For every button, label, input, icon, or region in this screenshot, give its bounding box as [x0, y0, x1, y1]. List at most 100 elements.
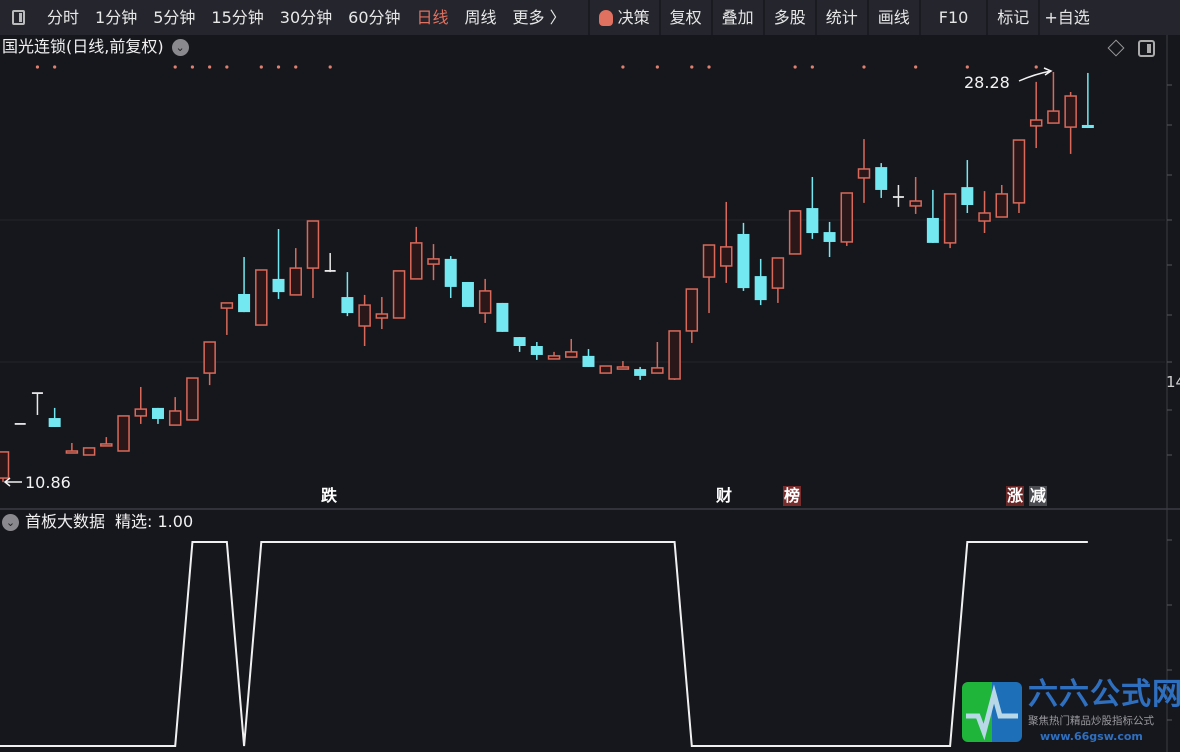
candle	[685, 288, 699, 343]
candle	[582, 349, 595, 367]
period-tab-30min[interactable]: 30分钟	[279, 7, 333, 27]
candle-body	[754, 276, 767, 301]
candle	[168, 397, 182, 426]
event-label-reduce[interactable]: 减	[1029, 486, 1048, 506]
candle	[186, 377, 199, 421]
candle-body	[82, 447, 96, 456]
candle	[203, 341, 216, 386]
period-tab-1min[interactable]: 1分钟	[95, 7, 138, 27]
f10-button[interactable]: F10	[918, 0, 987, 35]
candle-body	[565, 351, 578, 358]
add-watchlist-button[interactable]: +自选	[1038, 0, 1093, 35]
draw-line-button[interactable]: 画线	[866, 0, 919, 35]
candle-body	[358, 304, 371, 327]
candle-body	[823, 232, 836, 242]
candle-body	[341, 297, 354, 314]
signal-dot	[225, 65, 229, 69]
candle	[427, 244, 440, 281]
high-arrow	[1018, 67, 1053, 82]
candle-body	[530, 346, 543, 355]
candle	[151, 407, 164, 424]
candle	[82, 447, 96, 456]
candle-body	[547, 355, 561, 360]
candle	[857, 139, 871, 203]
candle	[444, 256, 457, 298]
candle	[392, 270, 406, 319]
statistics-button[interactable]: 统计	[814, 0, 867, 35]
candle-body	[909, 200, 922, 207]
period-tab-daily[interactable]: 日线	[416, 7, 449, 27]
signal-dot	[810, 65, 814, 69]
candle	[100, 437, 113, 447]
candle-body	[634, 369, 647, 376]
adjust-button[interactable]: 复权	[658, 0, 711, 35]
candle-body	[168, 410, 182, 426]
indicator-line	[0, 541, 1088, 747]
candle-body	[599, 365, 612, 374]
event-label-rank[interactable]: 榜	[783, 486, 802, 506]
candle	[134, 386, 148, 424]
candle-body	[961, 187, 974, 206]
candle	[461, 281, 474, 307]
candle	[324, 253, 336, 273]
sidebar-toggle-icon[interactable]	[12, 10, 25, 25]
period-tab-15min[interactable]: 15分钟	[211, 7, 264, 27]
candle-body	[478, 290, 492, 314]
candle	[702, 244, 716, 314]
period-tab-intraday[interactable]: 分时	[47, 7, 80, 27]
multi-stock-button[interactable]: 多股	[762, 0, 815, 35]
candle-body	[427, 258, 440, 265]
panel-toggle-icon[interactable]	[1138, 40, 1155, 57]
mark-button[interactable]: 标记	[986, 0, 1038, 35]
candle	[668, 330, 681, 380]
candle-body	[926, 217, 939, 243]
candle-body	[582, 355, 595, 367]
decision-button[interactable]: 决策	[587, 0, 659, 35]
stock-name: 国光连锁(日线,前复权)	[2, 37, 164, 56]
candle-body	[289, 267, 302, 296]
period-tab-more[interactable]: 更多 〉	[512, 7, 566, 27]
candle	[48, 407, 61, 427]
signal-dot	[328, 65, 332, 69]
period-tab-5min[interactable]: 5分钟	[153, 7, 196, 27]
candle-body	[1012, 139, 1026, 204]
candle	[995, 184, 1009, 218]
pulse-logo-icon	[962, 682, 1022, 742]
overlay-button[interactable]: 叠加	[710, 0, 763, 35]
candle	[1029, 81, 1043, 149]
candle-body	[513, 337, 526, 347]
candle-body	[1047, 110, 1060, 124]
candle	[788, 210, 802, 255]
signal-dot	[793, 65, 797, 69]
period-tab-60min[interactable]: 60分钟	[348, 7, 401, 27]
logo-name: 六六公式网	[1028, 677, 1180, 712]
candle	[909, 176, 922, 214]
low-arrow	[3, 477, 22, 487]
signal-dot	[621, 65, 625, 69]
candle-body	[806, 208, 819, 234]
candle	[220, 302, 234, 335]
candle	[892, 184, 904, 207]
indicator-name: 首板大数据	[25, 512, 106, 531]
candle-body	[151, 407, 164, 419]
logo-slogan: 聚焦热门精品炒股指标公式	[1028, 715, 1154, 727]
signal-dot	[690, 65, 694, 69]
chevron-down-icon[interactable]: ⌄	[171, 38, 189, 56]
candle	[358, 294, 371, 347]
indicator-header: ⌄ 首板大数据 精选: 1.00	[2, 512, 193, 532]
candle-body	[943, 193, 957, 244]
period-tab-weekly[interactable]: 周线	[464, 7, 497, 27]
candle-body	[117, 415, 130, 452]
event-label-finance[interactable]: 财	[716, 486, 733, 505]
candle-body	[685, 288, 699, 332]
candle	[634, 366, 647, 380]
chevron-down-icon[interactable]: ⌄	[2, 513, 19, 531]
candle-body	[238, 293, 251, 313]
signal-dot	[862, 65, 866, 69]
event-label-rise[interactable]: 涨	[1006, 486, 1025, 506]
candle	[0, 451, 10, 483]
candle	[737, 222, 750, 291]
candle	[806, 176, 819, 239]
event-label-fall[interactable]: 跌	[321, 486, 338, 505]
